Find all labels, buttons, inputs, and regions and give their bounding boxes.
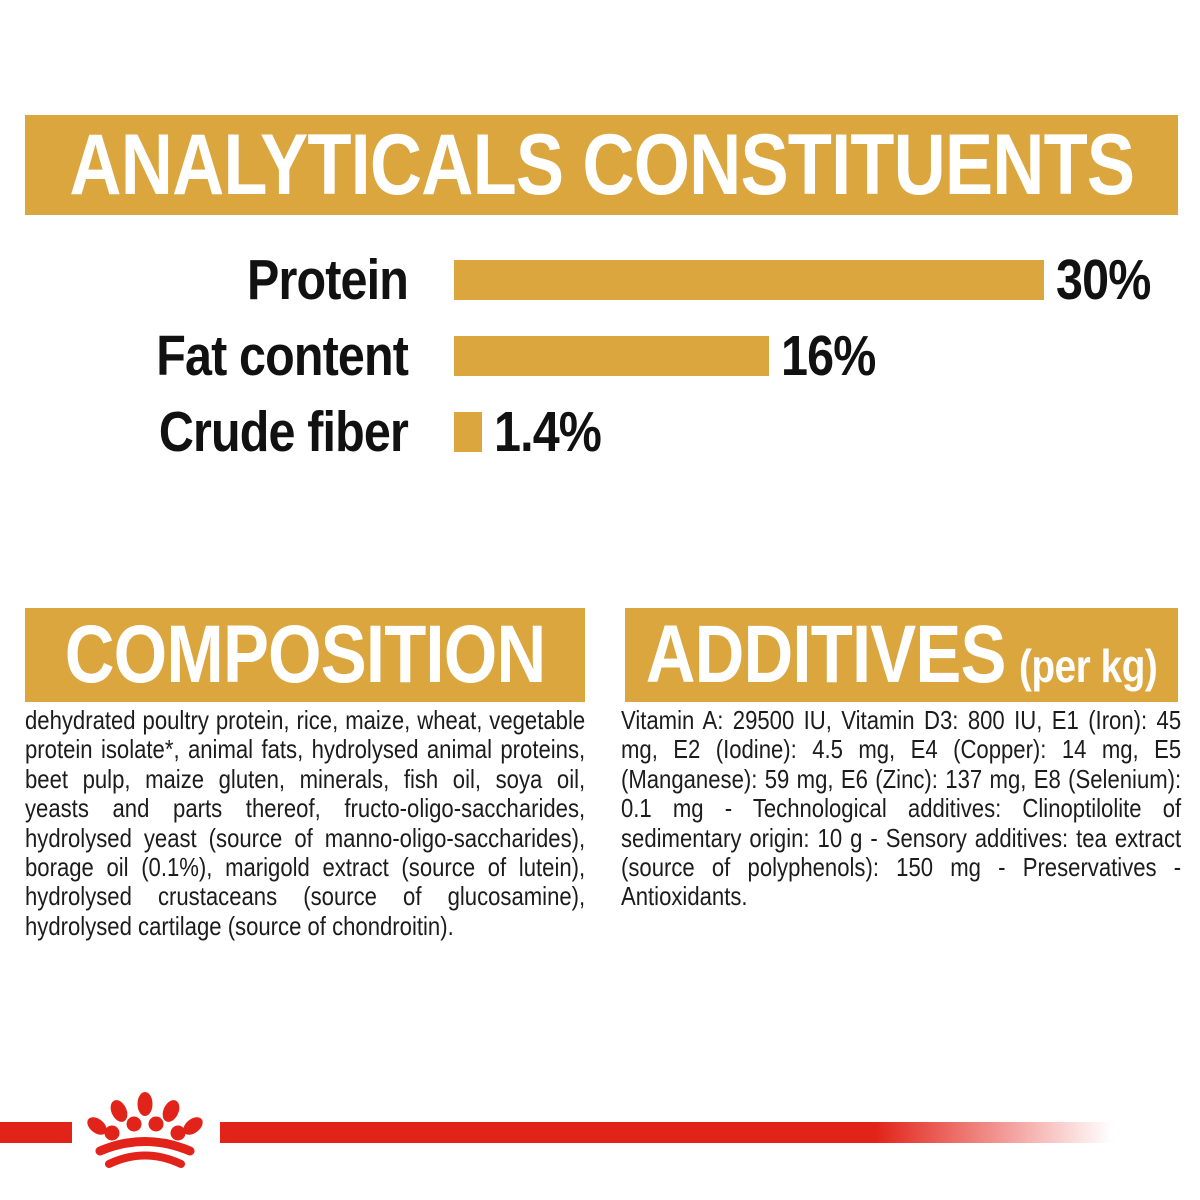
chart-bar [454, 412, 482, 452]
composition-body: dehydrated poultry protein, rice, maize,… [25, 705, 586, 941]
analyticals-title: ANALYTICALS CONSTITUENTS [69, 116, 1135, 213]
chart-category-label: Protein [247, 248, 409, 312]
additives-title-suffix: (per kg) [1018, 640, 1158, 692]
additives-title: ADDITIVES [645, 609, 1007, 700]
chart-value-label: 1.4% [494, 400, 602, 464]
analyticals-chart: Protein 30% Fat content 16% Crude fiber 1.4% [0, 248, 1200, 488]
additives-body: Vitamin A: 29500 IU, Vitamin D3: 800 IU,… [621, 705, 1182, 912]
additives-header-band: ADDITIVES (per kg) [625, 608, 1178, 702]
composition-title: COMPOSITION [64, 609, 546, 700]
chart-row: Crude fiber 1.4% [0, 400, 1200, 464]
chart-bar [454, 336, 769, 376]
analyticals-header-band: ANALYTICALS CONSTITUENTS [25, 115, 1178, 215]
royal-canin-crown-icon [87, 1092, 203, 1168]
composition-header-band: COMPOSITION [25, 608, 585, 702]
footer-stripe-right [220, 1122, 1130, 1143]
chart-row: Fat content 16% [0, 324, 1200, 388]
chart-category-label: Fat content [156, 324, 409, 388]
chart-value-label: 16% [781, 324, 876, 388]
chart-row: Protein 30% [0, 248, 1200, 312]
footer-stripe-left [0, 1122, 72, 1143]
chart-category-label: Crude fiber [158, 400, 409, 464]
chart-value-label: 30% [1056, 248, 1151, 312]
chart-bar [454, 260, 1044, 300]
